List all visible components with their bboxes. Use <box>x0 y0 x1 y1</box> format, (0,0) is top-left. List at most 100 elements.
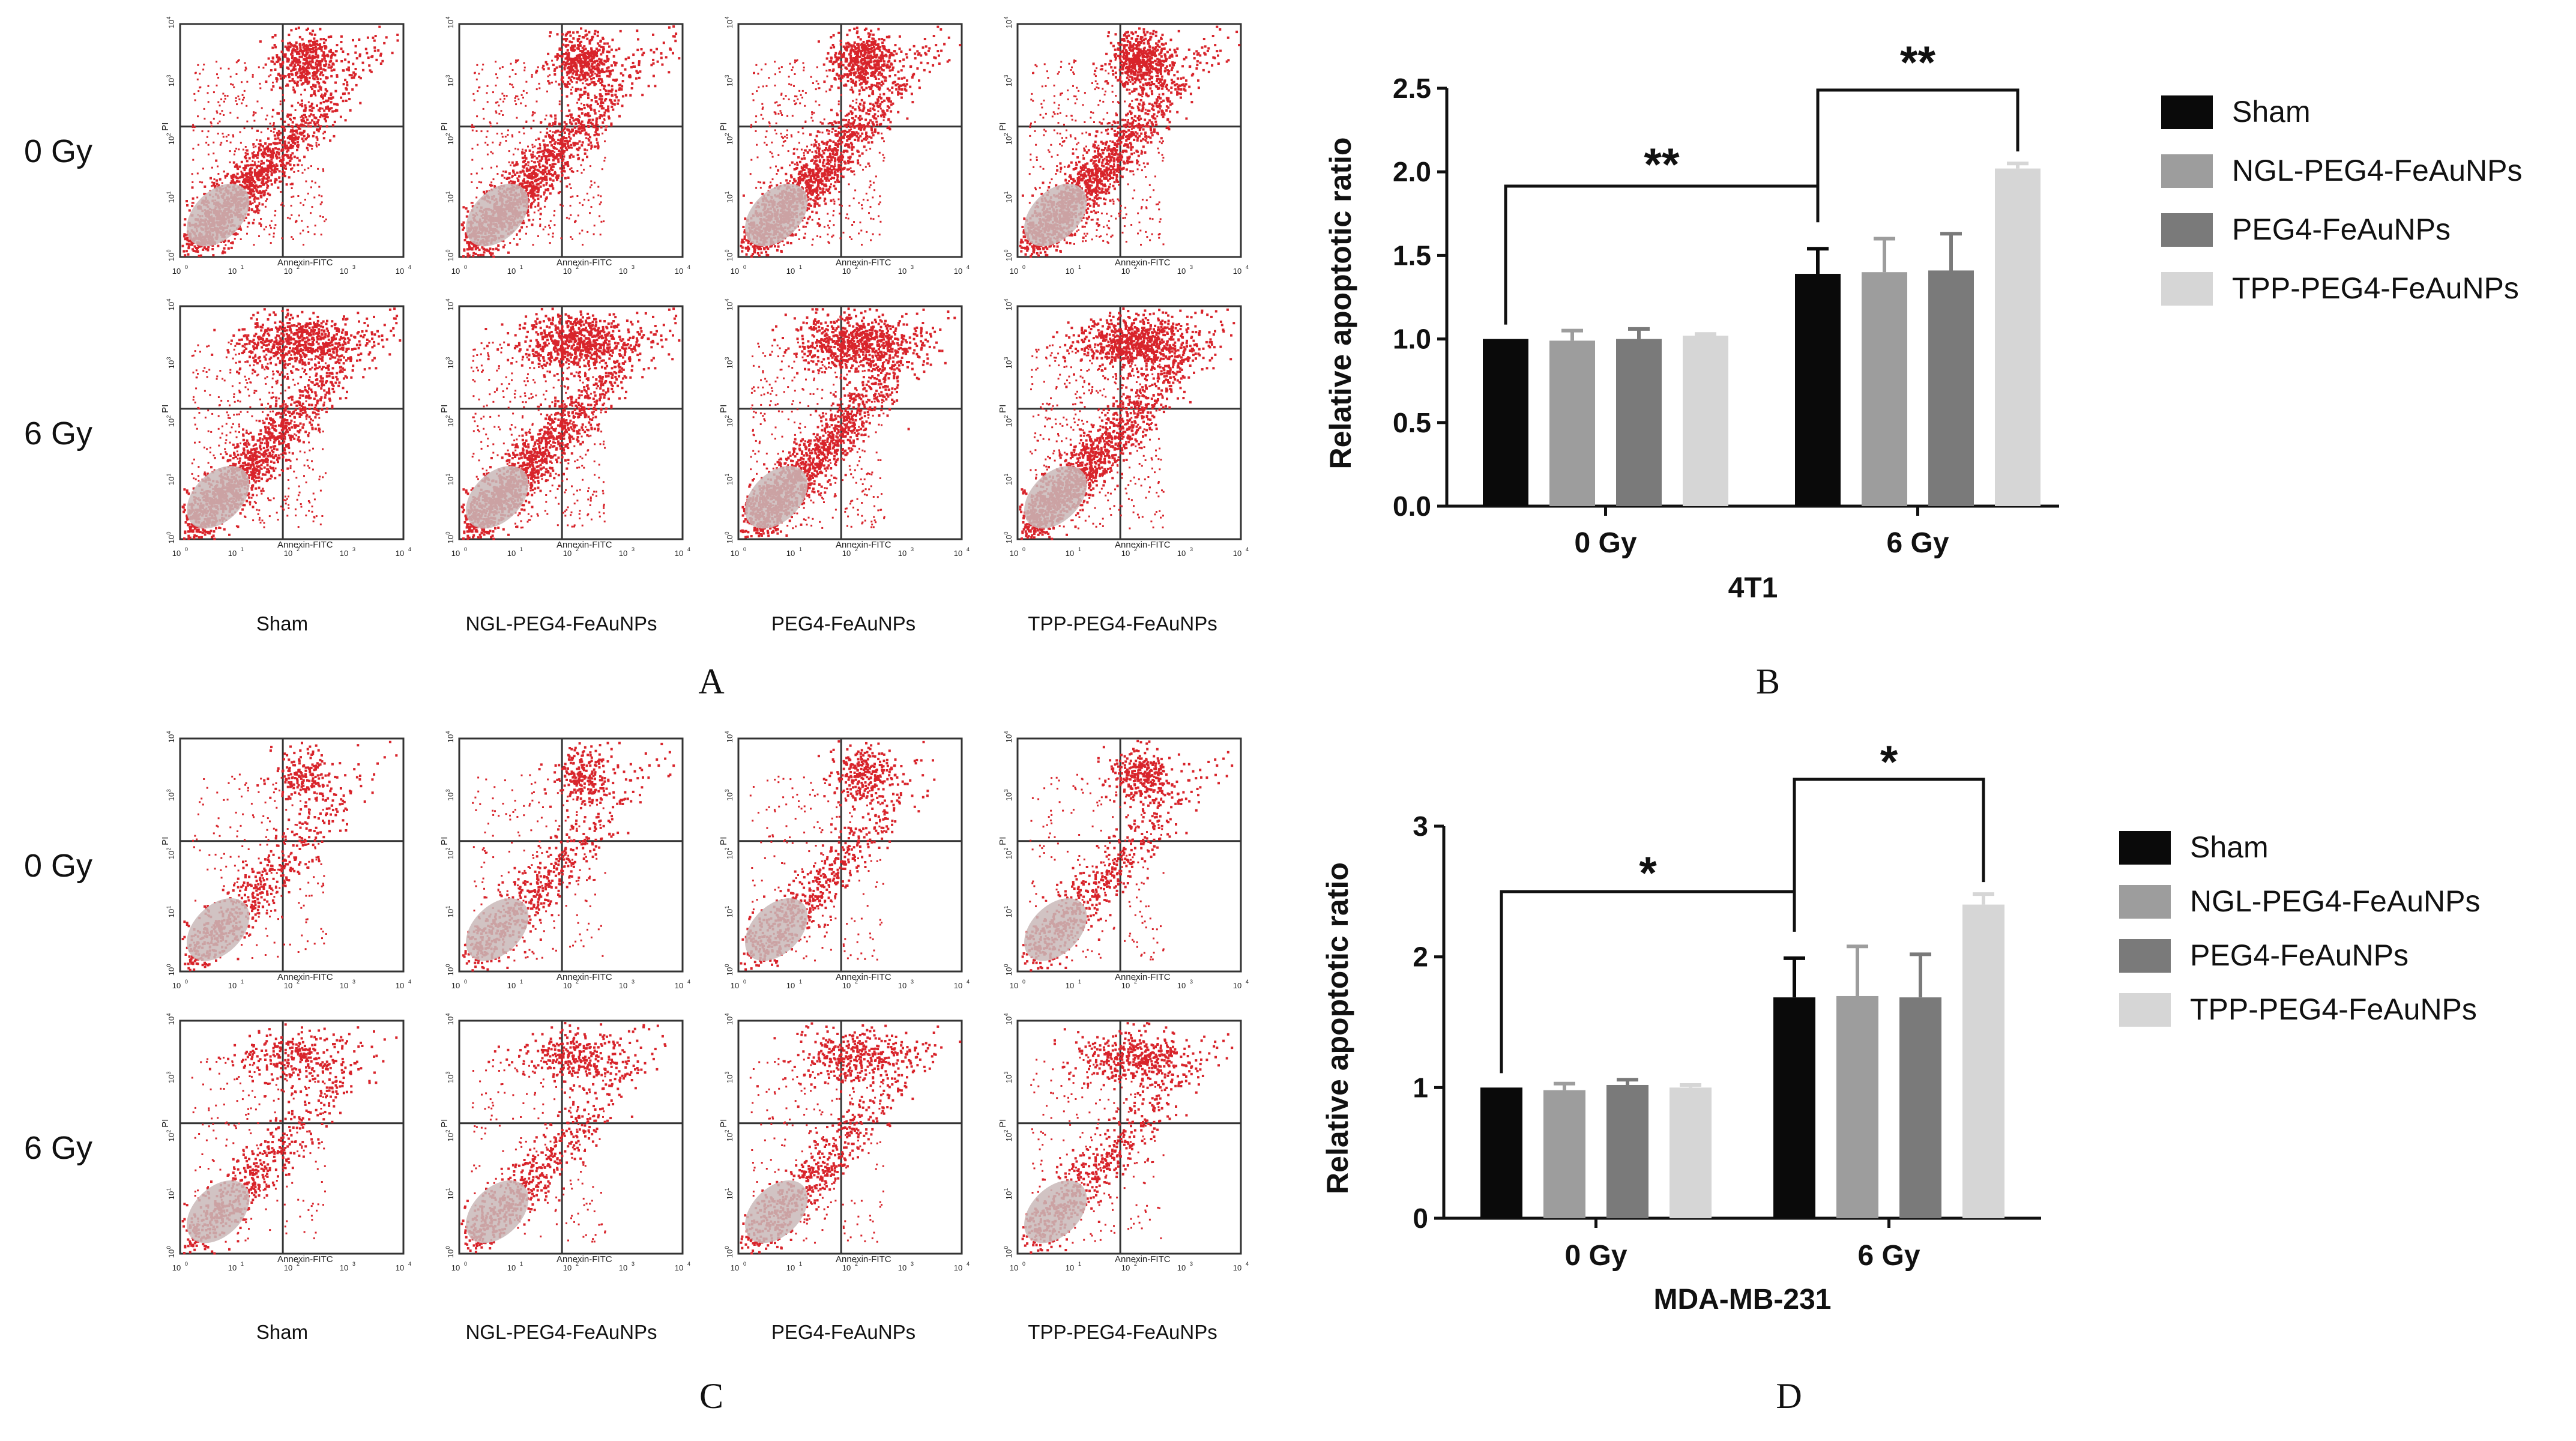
event-dot <box>621 64 624 67</box>
event-dot <box>581 73 584 76</box>
event-dot <box>325 89 327 91</box>
event-dot <box>230 246 233 249</box>
event-dot <box>354 51 357 54</box>
event-dot <box>379 52 382 55</box>
event-dot <box>322 74 325 77</box>
event-dot <box>322 38 325 41</box>
event-dot <box>244 146 247 148</box>
event-dot <box>253 113 255 115</box>
event-dot <box>584 77 587 80</box>
x-axis-label: Annexin-FITC <box>277 258 333 268</box>
event-dot <box>282 148 285 151</box>
event-dot <box>316 70 319 73</box>
event-dot <box>207 153 210 156</box>
event-dot <box>579 79 582 82</box>
event-dot <box>255 176 258 178</box>
event-dot <box>221 182 223 184</box>
event-dot <box>492 248 495 251</box>
event-dot <box>672 25 675 28</box>
event-dot <box>468 246 471 249</box>
event-dot <box>556 153 558 156</box>
event-dot <box>511 180 514 183</box>
event-dot <box>283 120 286 123</box>
event-dot <box>588 40 591 43</box>
event-dot <box>573 134 575 137</box>
event-dot <box>234 181 237 184</box>
event-dot <box>579 54 581 57</box>
event-dot <box>547 67 550 70</box>
event-dot <box>600 83 603 86</box>
event-dot <box>319 43 322 46</box>
event-dot <box>286 137 289 139</box>
event-dot <box>261 178 264 181</box>
event-dot <box>849 125 852 128</box>
event-dot <box>635 77 638 80</box>
event-dot <box>544 161 547 164</box>
event-dot <box>298 55 301 58</box>
event-dot <box>240 171 243 173</box>
event-dot <box>475 78 478 80</box>
event-dot <box>301 220 303 222</box>
y-tick-label: 10 <box>167 195 176 203</box>
event-dot <box>660 56 663 59</box>
event-dot <box>603 119 606 121</box>
event-dot <box>270 226 272 229</box>
event-dot <box>350 74 353 77</box>
event-dot <box>287 141 290 144</box>
event-dot <box>597 194 600 196</box>
event-dot <box>508 177 511 180</box>
event-dot <box>253 163 256 166</box>
event-dot <box>315 75 318 78</box>
event-dot <box>280 50 283 53</box>
event-dot <box>233 86 235 88</box>
event-dot <box>815 154 818 157</box>
event-dot <box>554 55 557 58</box>
event-dot <box>608 70 611 73</box>
event-dot <box>286 113 289 115</box>
event-dot <box>537 210 540 212</box>
event-dot <box>359 101 362 104</box>
event-dot <box>514 61 517 64</box>
event-dot <box>597 186 600 188</box>
x-tick-exponent: 2 <box>576 264 579 270</box>
event-dot <box>299 46 302 49</box>
event-dot <box>272 82 274 83</box>
event-dot <box>581 46 584 49</box>
event-dot <box>217 122 219 124</box>
event-dot <box>271 125 274 127</box>
event-dot <box>316 80 319 83</box>
event-dot <box>547 189 550 192</box>
event-dot <box>238 98 241 100</box>
event-dot <box>586 72 589 75</box>
event-dot <box>531 114 534 116</box>
event-dot <box>567 80 570 83</box>
event-dot <box>203 246 206 249</box>
event-dot <box>199 181 201 183</box>
event-dot <box>597 145 600 148</box>
event-dot <box>565 115 567 117</box>
event-dot <box>300 132 303 134</box>
event-dot <box>258 169 261 172</box>
event-dot <box>319 101 322 104</box>
event-dot <box>274 165 277 168</box>
event-dot <box>567 44 570 47</box>
event-dot <box>198 255 201 258</box>
event-dot <box>594 68 597 71</box>
event-dot <box>511 135 514 137</box>
event-dot <box>318 63 321 66</box>
event-dot <box>601 68 604 71</box>
event-dot <box>275 153 278 156</box>
event-dot <box>541 150 544 153</box>
event-dot <box>268 75 270 77</box>
event-dot <box>854 115 857 118</box>
event-dot <box>347 61 350 64</box>
event-dot <box>304 58 307 61</box>
event-dot <box>554 171 557 173</box>
event-dot <box>567 59 569 62</box>
event-dot <box>258 235 260 237</box>
event-dot <box>260 160 263 163</box>
event-dot <box>314 85 317 88</box>
event-dot <box>560 110 563 112</box>
event-dot <box>570 236 572 238</box>
event-dot <box>601 70 604 73</box>
